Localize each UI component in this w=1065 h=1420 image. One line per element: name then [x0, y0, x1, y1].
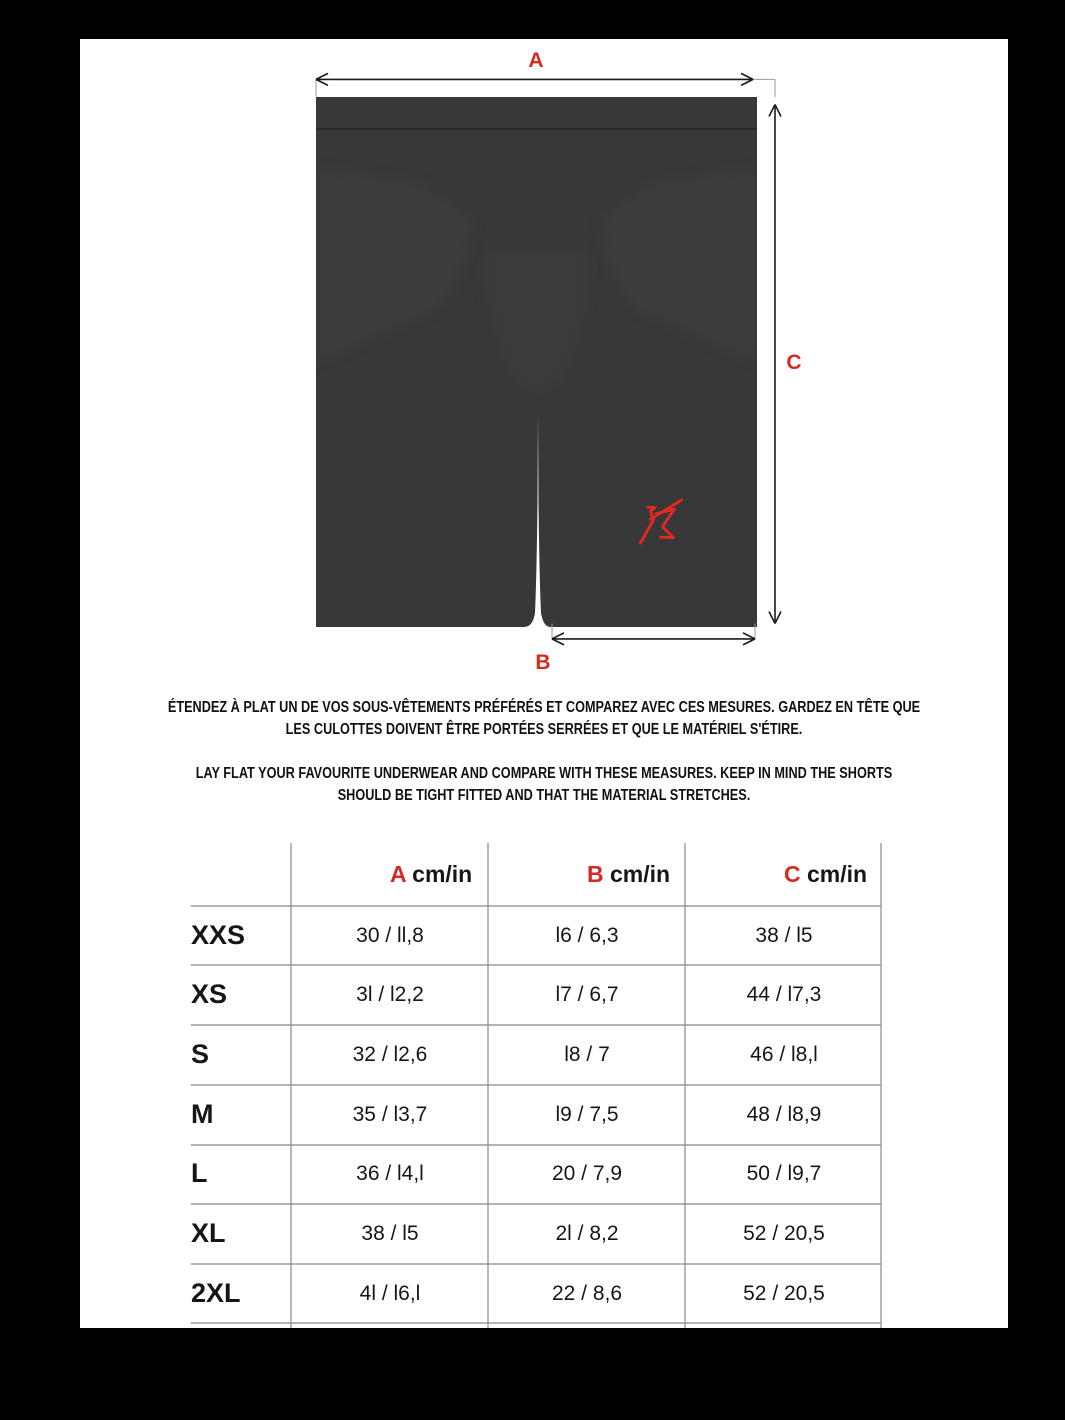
svg-text:22 / 8,6: 22 / 8,6: [552, 1282, 622, 1305]
svg-text:38 / l5: 38 / l5: [361, 1222, 418, 1245]
svg-text:XS: XS: [191, 979, 227, 1009]
svg-text:S: S: [191, 1039, 209, 1069]
svg-text:46 / l8,l: 46 / l8,l: [750, 1043, 818, 1066]
svg-text:B cm/in: B cm/in: [587, 861, 670, 887]
svg-text:B: B: [535, 651, 550, 674]
svg-text:3l / l2,2: 3l / l2,2: [356, 983, 424, 1006]
svg-text:XL: XL: [191, 1218, 226, 1248]
svg-text:L: L: [191, 1158, 208, 1188]
svg-text:30 / ll,8: 30 / ll,8: [356, 924, 424, 947]
svg-text:l8 / 7: l8 / 7: [564, 1043, 610, 1066]
svg-text:A: A: [528, 49, 543, 72]
svg-text:48 / l8,9: 48 / l8,9: [747, 1103, 822, 1126]
svg-text:l9 / 7,5: l9 / 7,5: [555, 1103, 618, 1126]
svg-text:50 / l9,7: 50 / l9,7: [747, 1162, 822, 1185]
svg-text:36 / l4,l: 36 / l4,l: [356, 1162, 424, 1185]
svg-text:C: C: [786, 351, 801, 374]
svg-text:l7 / 6,7: l7 / 6,7: [555, 983, 618, 1006]
svg-text:l6 / 6,3: l6 / 6,3: [555, 924, 618, 947]
svg-text:M: M: [191, 1099, 214, 1129]
svg-text:2l / 8,2: 2l / 8,2: [555, 1222, 618, 1245]
svg-text:20 / 7,9: 20 / 7,9: [552, 1162, 622, 1185]
svg-text:52 / 20,5: 52 / 20,5: [743, 1222, 825, 1245]
svg-text:35 / l3,7: 35 / l3,7: [353, 1103, 428, 1126]
svg-text:44 / l7,3: 44 / l7,3: [747, 983, 822, 1006]
svg-text:32 / l2,6: 32 / l2,6: [353, 1043, 428, 1066]
svg-text:A cm/in: A cm/in: [390, 861, 472, 887]
svg-text:4l / l6,l: 4l / l6,l: [360, 1282, 421, 1305]
svg-text:XXS: XXS: [191, 920, 245, 950]
svg-text:38 / l5: 38 / l5: [755, 924, 812, 947]
svg-text:52 / 20,5: 52 / 20,5: [743, 1282, 825, 1305]
svg-text:C cm/in: C cm/in: [784, 861, 867, 887]
svg-text:2XL: 2XL: [191, 1278, 241, 1308]
